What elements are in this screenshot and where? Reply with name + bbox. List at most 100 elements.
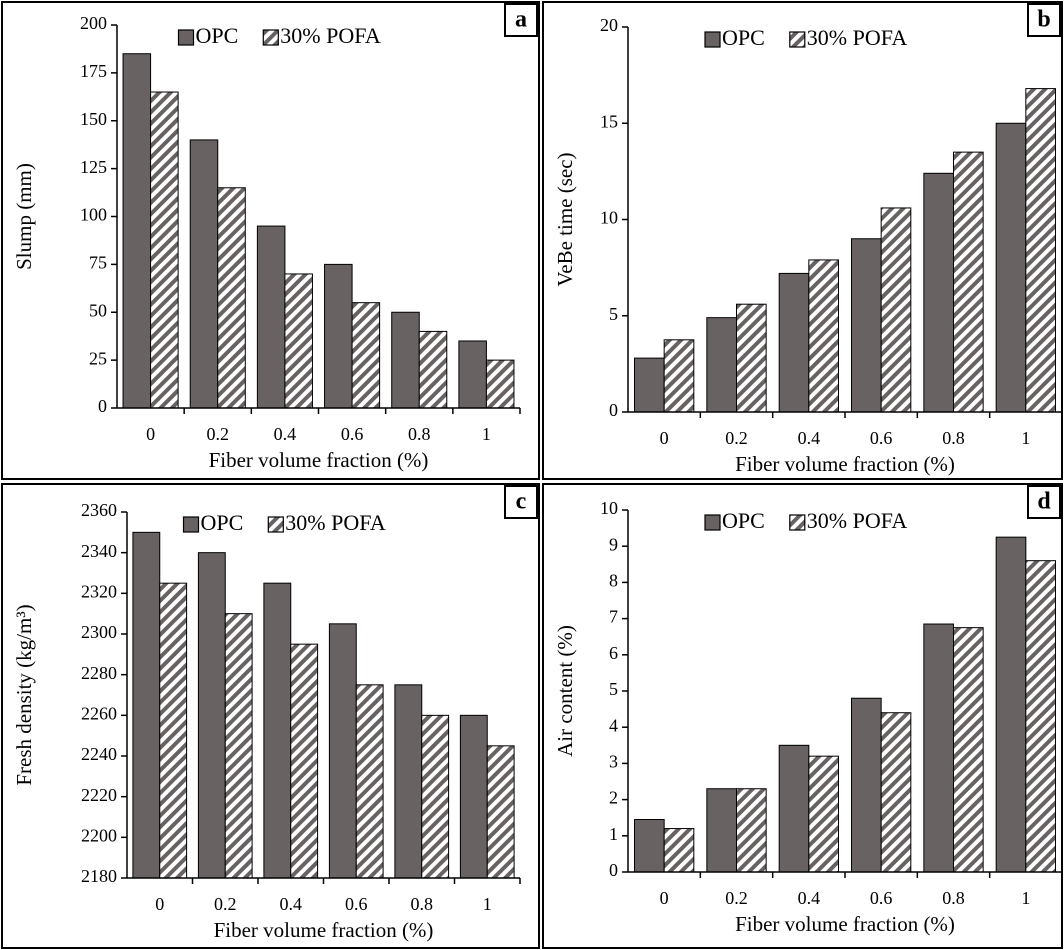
x-tick-label: 0 — [146, 424, 155, 444]
panel-frame — [1, 483, 540, 949]
legend-label: 30% POFA — [807, 508, 908, 533]
y-tick-label: 2320 — [81, 581, 117, 601]
x-tick-label: 0.4 — [798, 428, 821, 448]
y-tick-label: 6 — [609, 643, 618, 663]
y-tick-label: 3 — [609, 752, 618, 772]
y-tick-label: 20 — [600, 15, 618, 35]
bar — [418, 330, 448, 409]
x-tick-label: 0.8 — [408, 424, 431, 444]
x-axis-title: Fiber volume fraction (%) — [214, 918, 434, 942]
y-tick-label: 9 — [609, 534, 618, 554]
x-tick-label: 0 — [660, 888, 669, 908]
x-tick-label: 0.8 — [411, 894, 434, 914]
bar — [132, 531, 161, 879]
x-tick-label: 0.2 — [725, 888, 748, 908]
y-tick-label: 175 — [80, 61, 107, 81]
y-tick-label: 4 — [609, 715, 618, 735]
x-tick-label: 0.6 — [341, 424, 364, 444]
y-tick-label: 2260 — [81, 703, 117, 723]
bar — [778, 272, 810, 413]
x-axis-title: Fiber volume fraction (%) — [209, 448, 429, 472]
panel-label-box — [504, 485, 538, 519]
y-tick-label: 2 — [609, 788, 618, 808]
y-tick-label: 8 — [609, 571, 618, 591]
y-tick-label: 25 — [89, 348, 107, 368]
legend-label: OPC — [722, 508, 765, 533]
x-tick-label: 0.6 — [870, 888, 893, 908]
bar — [880, 207, 912, 413]
x-tick-label: 1 — [482, 424, 491, 444]
x-axis-title: Fiber volume fraction (%) — [735, 452, 955, 476]
y-tick-label: 50 — [89, 300, 107, 320]
bar — [324, 263, 353, 409]
bar — [663, 339, 695, 413]
y-tick-label: 0 — [609, 400, 618, 420]
y-axis-title: Air content (%) — [553, 625, 577, 757]
x-tick-label: 0.2 — [725, 428, 748, 448]
bar — [351, 302, 381, 409]
y-tick-label: 5 — [609, 304, 618, 324]
y-tick-label: 2200 — [81, 825, 117, 845]
bar — [421, 714, 450, 879]
legend-swatch — [704, 31, 721, 48]
bar — [851, 238, 882, 413]
x-tick-label: 0.2 — [207, 424, 230, 444]
panel-label-box — [1027, 3, 1061, 37]
x-tick-label: 0.6 — [870, 428, 893, 448]
x-tick-label: 0 — [660, 428, 669, 448]
bar — [634, 357, 665, 413]
legend-swatch — [789, 31, 806, 48]
legend-label: OPC — [196, 23, 239, 48]
legend-label: 30% POFA — [280, 23, 381, 48]
bar — [284, 273, 313, 409]
bar — [736, 788, 767, 873]
bar — [458, 340, 487, 409]
y-tick-label: 2240 — [81, 744, 117, 764]
y-axis-title: Fresh density (kg/m³) — [12, 604, 36, 785]
y-tick-label: 2360 — [81, 500, 117, 520]
bar — [394, 684, 423, 879]
y-tick-label: 2280 — [81, 663, 117, 683]
panel-frame — [542, 1, 1063, 480]
bar — [150, 91, 179, 409]
y-tick-label: 15 — [600, 111, 618, 131]
bar — [706, 788, 737, 873]
bar — [953, 627, 984, 873]
y-tick-label: 2300 — [81, 622, 117, 642]
legend-label: OPC — [722, 25, 765, 50]
panel-label: b — [1037, 7, 1050, 33]
y-tick-label: 125 — [80, 157, 107, 177]
bar — [851, 697, 882, 873]
bar — [995, 536, 1027, 873]
bar — [1025, 560, 1056, 873]
y-tick-label: 200 — [80, 13, 107, 33]
x-tick-label: 1 — [483, 894, 492, 914]
y-tick-label: 2220 — [81, 785, 117, 805]
bar — [459, 714, 488, 879]
legend-swatch — [262, 29, 279, 46]
y-tick-label: 100 — [80, 205, 107, 225]
bar — [189, 139, 219, 409]
bar — [634, 819, 665, 873]
y-tick-label: 10 — [600, 498, 618, 518]
y-axis-title: VeBe time (sec) — [553, 152, 577, 286]
x-tick-label: 0.2 — [214, 894, 237, 914]
legend-swatch — [789, 514, 806, 531]
bar — [217, 187, 246, 409]
bar — [290, 643, 319, 879]
bar — [663, 828, 695, 873]
legend-label: 30% POFA — [807, 25, 908, 50]
legend-swatch — [177, 29, 195, 46]
y-tick-label: 0 — [98, 396, 107, 416]
y-tick-label: 0 — [609, 860, 618, 880]
bar — [808, 259, 839, 413]
y-tick-label: 2340 — [81, 541, 117, 561]
y-tick-label: 1 — [609, 824, 618, 844]
panel-label: c — [516, 489, 527, 515]
x-tick-label: 0.8 — [942, 428, 965, 448]
bar — [995, 122, 1027, 413]
x-axis-title: Fiber volume fraction (%) — [735, 912, 955, 936]
bar — [953, 151, 984, 413]
bar — [486, 745, 515, 879]
